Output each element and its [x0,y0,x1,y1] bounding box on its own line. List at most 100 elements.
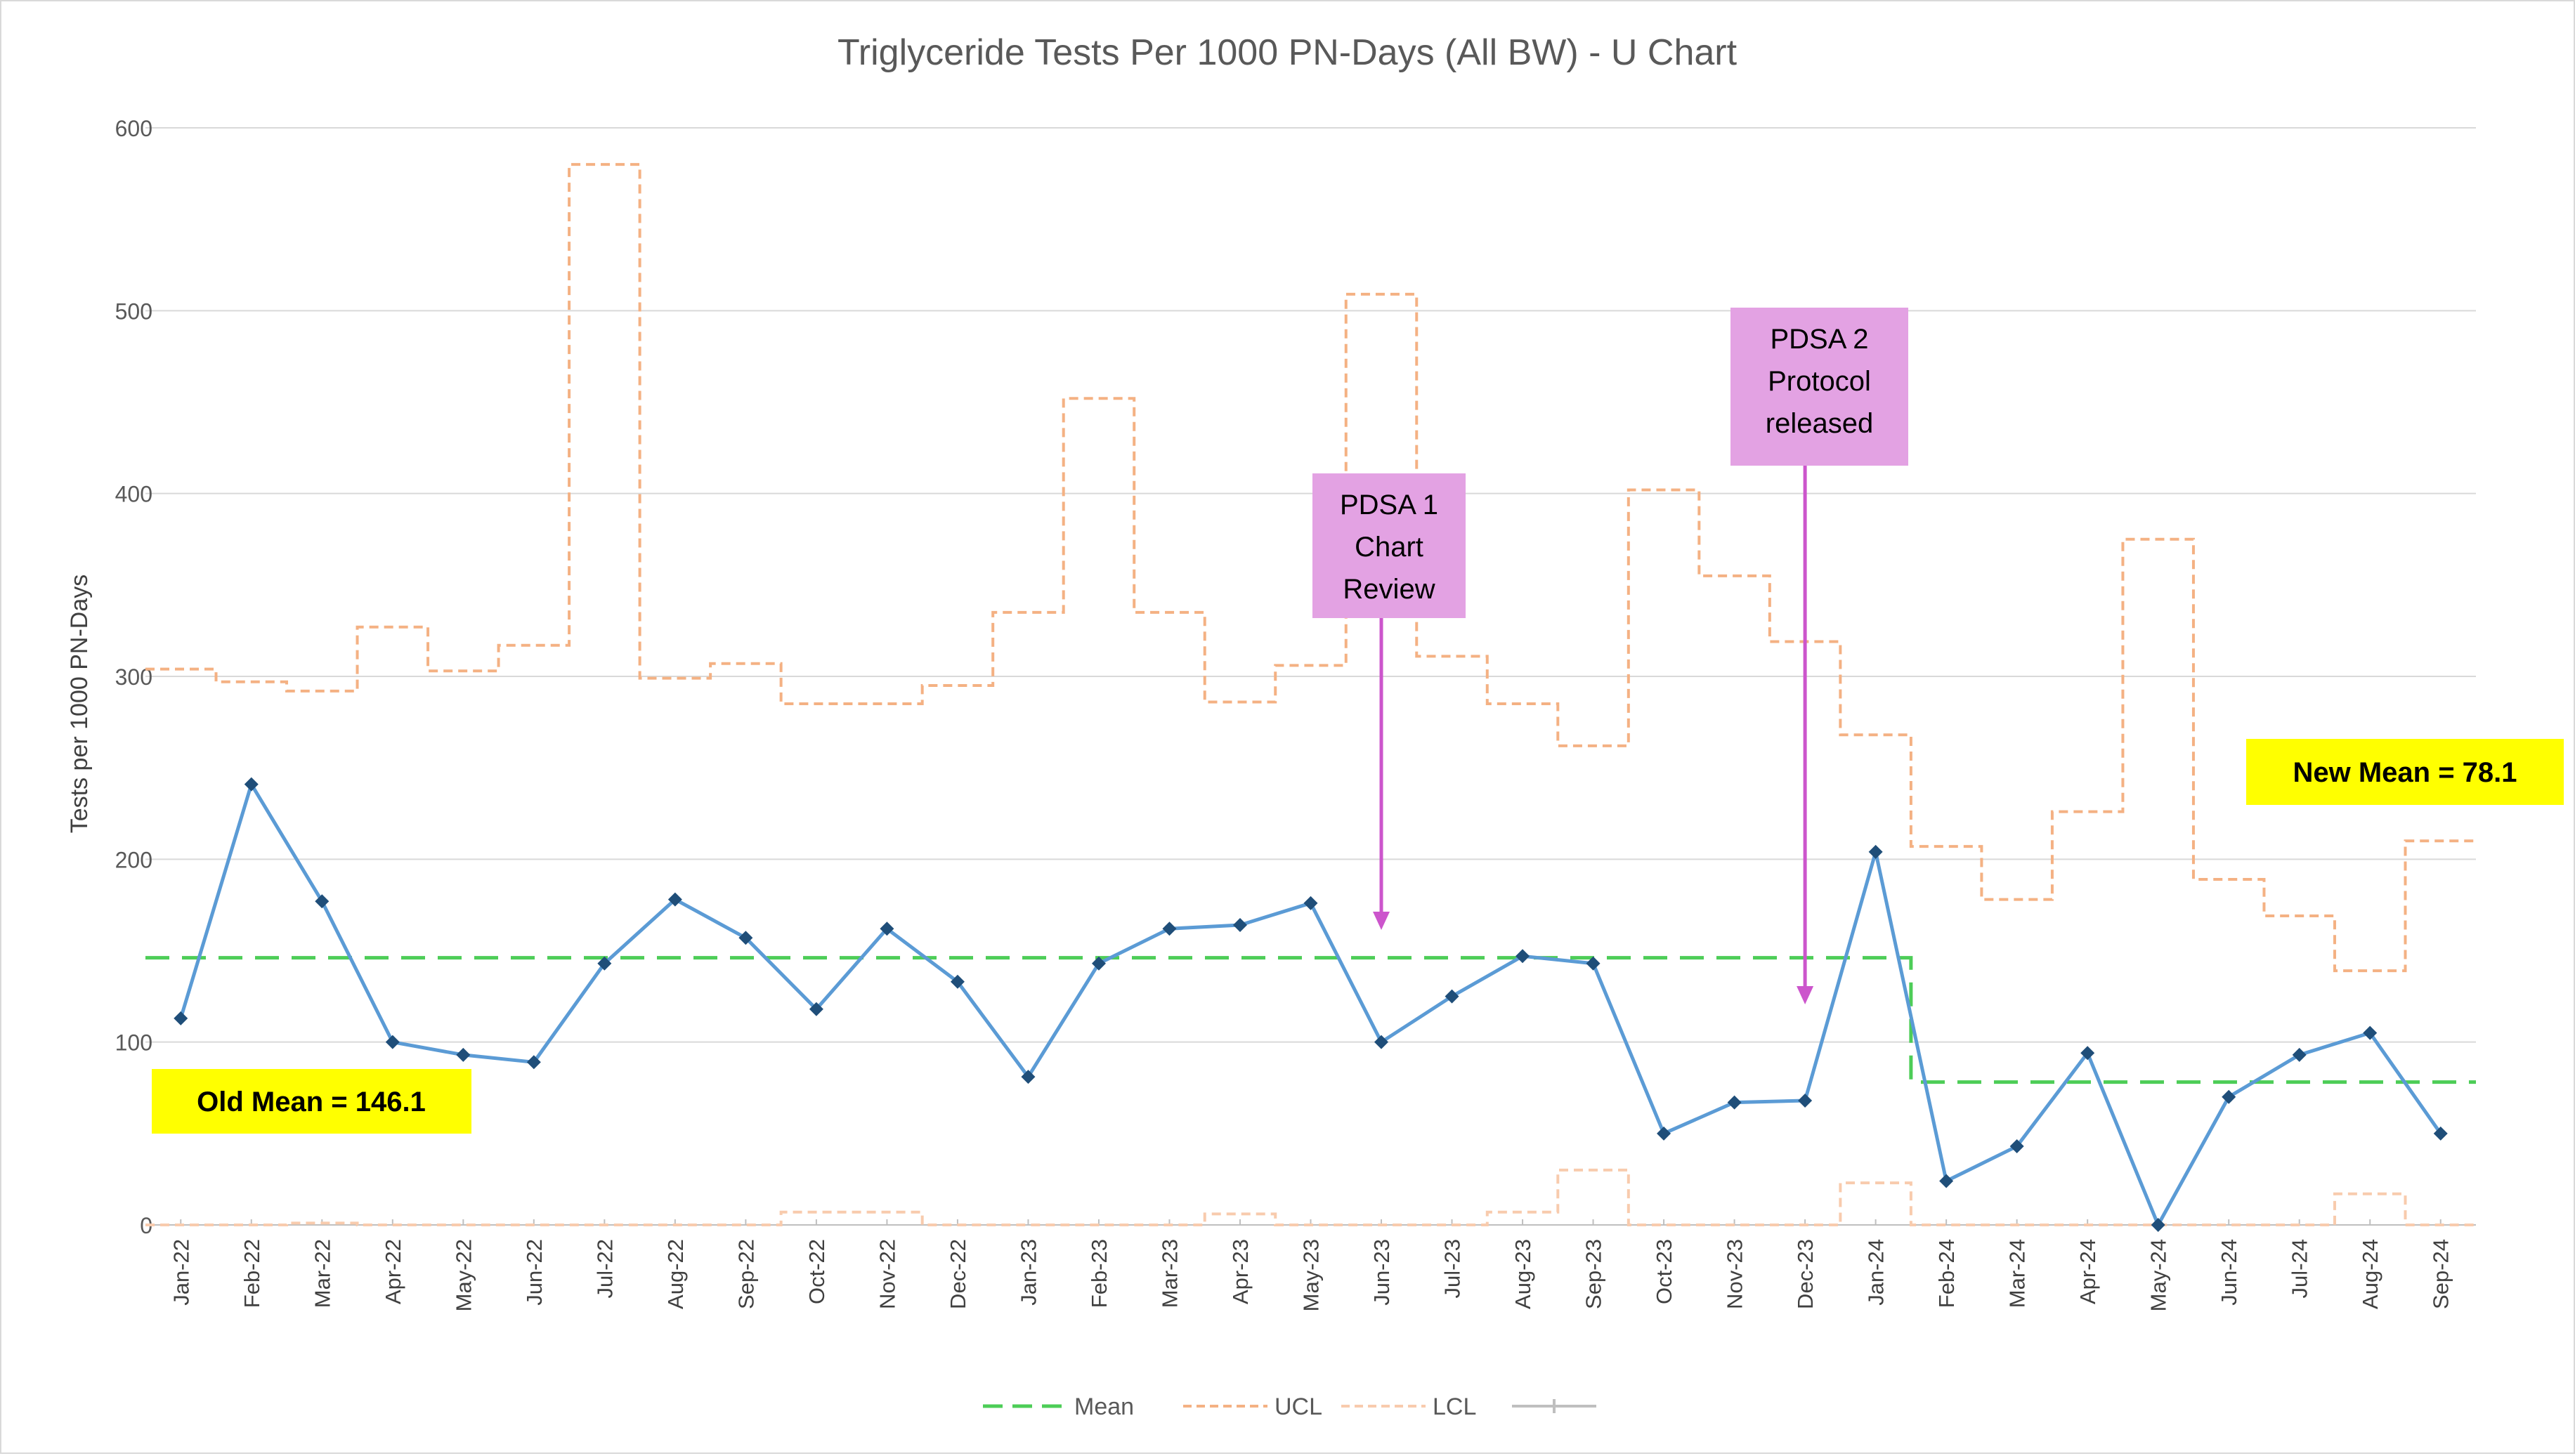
old-mean-box [152,1069,471,1134]
pdsa2-text: released [1766,408,1873,439]
data-point [2151,1218,2165,1232]
data-point [1445,989,1459,1004]
data-point [809,1002,823,1016]
mean-line [145,956,2476,1084]
x-tick-label: Nov-22 [875,1239,899,1309]
x-tick-label: Oct-22 [804,1239,829,1304]
x-tick-label: Sep-23 [1582,1239,1606,1309]
x-tick-label: Oct-23 [1652,1239,1676,1304]
legend-label: LCL [1433,1393,1476,1420]
data-point [597,956,612,971]
old-mean-callout: Old Mean = 146.1 [152,1069,471,1134]
x-tick-label: Feb-22 [240,1239,264,1308]
data-point [2080,1046,2095,1061]
x-tick-label: Jun-24 [2217,1239,2241,1306]
x-tick-label: Apr-24 [2075,1239,2100,1304]
legend-label: Mean [1074,1393,1134,1420]
x-tick-label: Jun-22 [522,1239,547,1306]
x-tick-label: Feb-24 [1934,1239,1959,1308]
x-tick-label: May-24 [2146,1239,2171,1311]
x-tick-label: Dec-22 [946,1239,970,1309]
pdsa2-text: PDSA 2 [1770,324,1868,355]
data-point [880,922,894,936]
series-lines [145,163,2476,1227]
x-tick-label: Aug-23 [1511,1239,1535,1309]
y-tick-label: 200 [115,847,152,872]
data-points [174,777,2448,1232]
y-axis-title: Tests per 1000 PN-Days [66,575,93,834]
pdsa2-text: Protocol [1768,366,1871,397]
data-point [2363,1025,2378,1040]
chart-title: Triglyceride Tests Per 1000 PN-Days (All… [837,32,1738,73]
legend-label: UCL [1275,1393,1322,1420]
data-point [1303,896,1318,910]
data-point [1868,844,1883,859]
data-point [1586,956,1601,971]
old-mean-label: Old Mean = 146.1 [197,1087,426,1117]
data-point [1727,1095,1742,1110]
data-point [174,1011,188,1025]
x-tick-label: Dec-23 [1793,1239,1818,1309]
data-point [385,1035,400,1049]
data-point [244,777,259,792]
pdsa1-box [1312,473,1466,618]
data-point [456,1047,471,1062]
x-axis-tick-labels: Jan-22 Feb-22 Mar-22 Apr-22 May-22 Jun-22 Jul-… [169,1239,2453,1311]
x-tick-label: Jan-23 [1016,1239,1041,1306]
data-point [1021,1070,1036,1084]
y-tick-label: 600 [115,116,152,141]
x-tick-label: Mar-23 [1157,1239,1182,1308]
pdsa2-callout: PDSA 2 Protocol released [1730,308,1908,1004]
data-point [2009,1139,2024,1154]
legend: Mean UCL LCL [983,1393,1596,1420]
data-point [1657,1126,1671,1141]
pdsa2-box [1730,308,1908,466]
y-tick-label: 400 [115,482,152,507]
pdsa1-text: Review [1343,574,1435,605]
new-mean-callout: New Mean = 78.1 [2246,739,2564,805]
data-point [2222,1089,2236,1104]
pdsa1-text: PDSA 1 [1340,490,1438,520]
pdsa1-text: Chart [1355,532,1423,563]
ucl-line [145,163,2476,973]
lcl-line [145,1168,2476,1226]
data-point [315,894,330,909]
x-tick-label: Jul-24 [2288,1239,2312,1298]
x-tick-label: Feb-23 [1087,1239,1112,1308]
data-point [2292,1047,2307,1062]
new-mean-label: New Mean = 78.1 [2293,757,2517,788]
x-tick-label: Apr-23 [1228,1239,1253,1304]
gridlines [145,127,2476,1043]
data-point [1232,918,1247,933]
x-tick-label: Mar-22 [310,1239,334,1308]
data-point [1162,922,1177,936]
x-tick-label: Aug-24 [2358,1239,2382,1309]
x-tick-label: Jul-23 [1440,1239,1465,1298]
annotations: Old Mean = 146.1 New Mean = 78.1 PDSA 1 C… [152,308,2564,1134]
pdsa1-callout: PDSA 1 Chart Review [1312,473,1466,930]
data-point [1374,1035,1389,1049]
data-point [1091,956,1106,971]
x-tick-label: May-23 [1299,1239,1324,1311]
x-tick-label: May-22 [451,1239,476,1311]
y-tick-label: 100 [115,1030,152,1056]
x-tick-label: Aug-22 [663,1239,688,1309]
data-point [667,892,682,907]
data-point [526,1055,541,1070]
data-point [950,974,965,989]
x-tick-label: Nov-23 [1723,1239,1747,1309]
data-point [738,931,753,945]
x-tick-label: Apr-22 [381,1239,405,1304]
x-tick-label: Jul-22 [592,1239,617,1298]
data-point [2433,1126,2448,1141]
x-tick-label: Jun-23 [1369,1239,1394,1306]
x-tick-label: Jan-22 [169,1239,193,1306]
y-tick-label: 500 [115,299,152,324]
data-point [1939,1174,1954,1188]
x-tick-label: Mar-24 [2005,1239,2030,1308]
data-point [1798,1093,1813,1108]
x-tick-label: Jan-24 [1864,1239,1889,1306]
